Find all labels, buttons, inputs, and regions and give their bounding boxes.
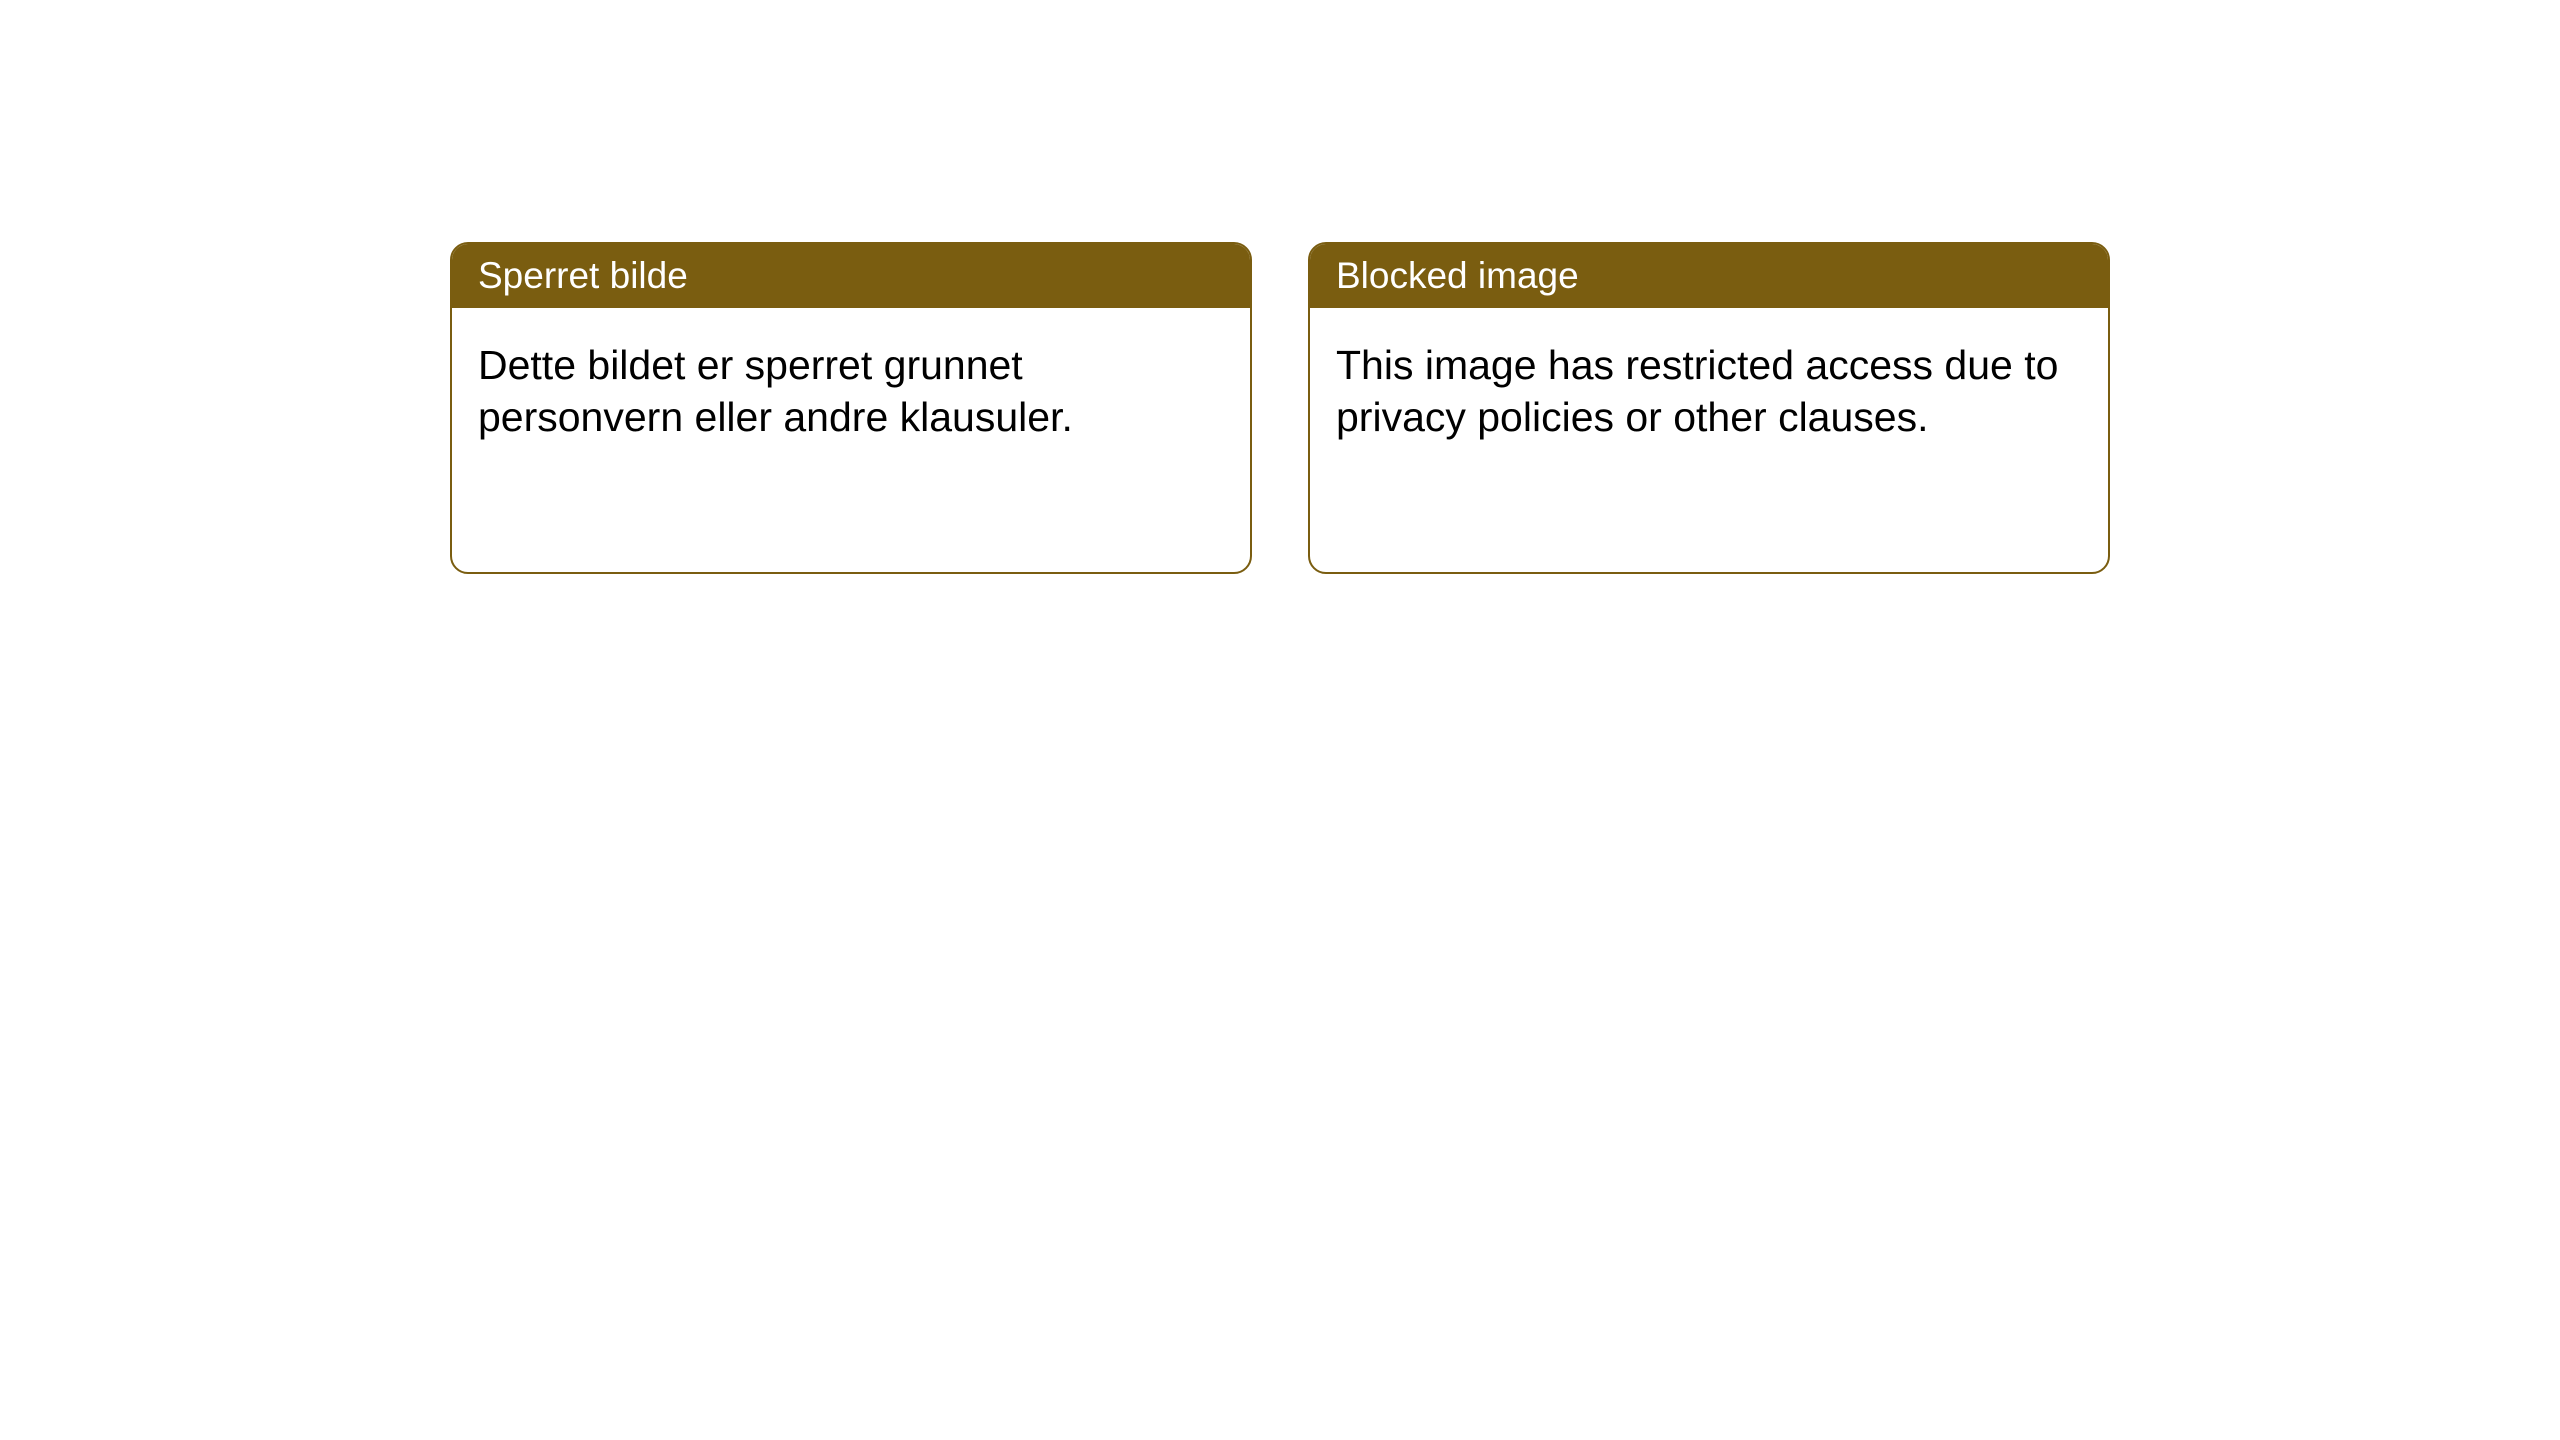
notice-header-norwegian: Sperret bilde [452, 244, 1250, 308]
notice-container: Sperret bilde Dette bildet er sperret gr… [450, 242, 2110, 574]
notice-body-english: This image has restricted access due to … [1310, 308, 2108, 475]
notice-box-norwegian: Sperret bilde Dette bildet er sperret gr… [450, 242, 1252, 574]
notice-header-english: Blocked image [1310, 244, 2108, 308]
notice-body-norwegian: Dette bildet er sperret grunnet personve… [452, 308, 1250, 475]
notice-box-english: Blocked image This image has restricted … [1308, 242, 2110, 574]
